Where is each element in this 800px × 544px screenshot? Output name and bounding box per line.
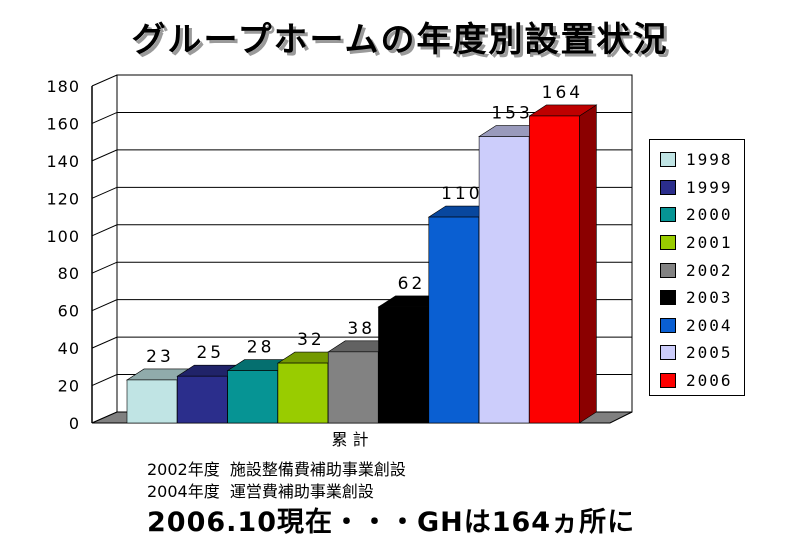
legend-swatch: [660, 235, 676, 251]
y-tick-label: 80: [58, 264, 80, 283]
legend-item-1998: 1998: [660, 146, 744, 174]
data-label-2001: 32: [297, 330, 325, 350]
legend-swatch: [660, 317, 676, 333]
legend-label: 2004: [686, 315, 733, 335]
data-label-2000: 28: [247, 338, 275, 358]
legend-label: 2003: [686, 288, 733, 308]
legend-label: 2000: [686, 205, 733, 225]
y-tick-label: 100: [46, 227, 80, 246]
y-tick-label: 180: [46, 77, 80, 96]
note-2002: 2002年度 施設整備費補助事業創設: [147, 460, 406, 479]
note-2004: 2004年度 運営費補助事業創設: [147, 482, 374, 501]
legend-swatch: [660, 290, 676, 306]
legend-item-2000: 2000: [660, 201, 744, 229]
gridline: [91, 186, 632, 199]
legend-item-2001: 2001: [660, 229, 744, 257]
data-label-1998: 23: [146, 347, 174, 367]
legend-swatch: [660, 373, 676, 389]
legend-swatch: [660, 345, 676, 361]
gridline: [91, 74, 632, 87]
legend-label: 2005: [686, 343, 733, 363]
legend-item-2004: 2004: [660, 312, 744, 340]
data-label-1999: 25: [196, 343, 224, 363]
gridline: [91, 149, 632, 162]
y-tick-label: 0: [69, 414, 80, 433]
y-tick-label: 160: [46, 114, 80, 133]
y-tick-label: 60: [58, 302, 80, 321]
legend-item-2003: 2003: [660, 284, 744, 312]
legend-item-1999: 1999: [660, 174, 744, 202]
legend-label: 2006: [686, 371, 733, 391]
legend-item-2005: 2005: [660, 339, 744, 367]
legend-label: 1999: [686, 177, 733, 197]
data-label-2003: 62: [398, 274, 426, 294]
legend-swatch: [660, 179, 676, 195]
chart-legend: 1998 1999 2000 2001 2002 2003 2004 2005 2006: [649, 139, 745, 396]
legend-label: 1998: [686, 150, 733, 170]
bar-2006: [528, 104, 598, 424]
x-category-label: 累 計: [331, 430, 368, 449]
y-tick-label: 20: [58, 377, 80, 396]
y-tick-label: 140: [46, 152, 80, 171]
legend-item-2006: 2006: [660, 367, 744, 395]
summary-text: 2006.10現在・・・GHは164ヵ所に: [147, 507, 636, 538]
legend-swatch: [660, 152, 676, 168]
data-label-2005: 153: [491, 104, 532, 124]
chart-title: グループホームの年度別設置状況: [131, 20, 669, 60]
legend-item-2002: 2002: [660, 256, 744, 284]
legend-swatch: [660, 207, 676, 223]
legend-label: 2001: [686, 233, 733, 253]
y-tick-label: 40: [58, 339, 80, 358]
legend-swatch: [660, 262, 676, 278]
gridline: [91, 111, 632, 124]
data-label-2004: 110: [441, 184, 482, 204]
legend-label: 2002: [686, 260, 733, 280]
y-tick-label: 120: [46, 189, 80, 208]
data-label-2002: 38: [347, 319, 375, 339]
data-label-2006: 164: [542, 83, 583, 103]
